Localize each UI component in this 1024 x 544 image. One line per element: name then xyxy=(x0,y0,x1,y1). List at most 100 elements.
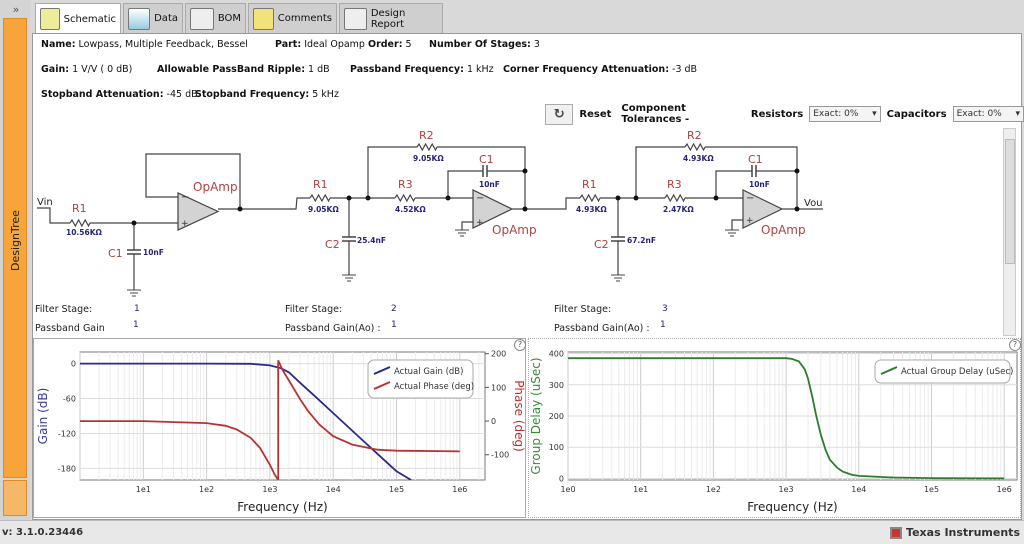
s3-opamp-label: OpAmp xyxy=(761,223,806,237)
capacitor-symbol xyxy=(127,249,141,255)
junction-dot xyxy=(713,195,719,201)
filter-name: Name: Lowpass, Multiple Feedback, Bessel xyxy=(41,39,248,50)
tab-label: Comments xyxy=(277,13,332,24)
y-tick-label: 100 xyxy=(549,443,564,452)
minus-sign: − xyxy=(746,193,754,204)
plus-sign: + xyxy=(746,216,754,226)
x-tick-label: 1e4 xyxy=(326,485,341,494)
x-tick-label: 1e3 xyxy=(262,485,277,494)
vin-label: Vin xyxy=(37,197,53,208)
tab-label: BOM xyxy=(217,13,241,24)
ground-symbol xyxy=(611,274,625,282)
design-tree-toggle[interactable] xyxy=(3,18,27,478)
tab-data[interactable]: Data xyxy=(123,3,183,33)
s3-r2-value: 4.93KΩ xyxy=(683,154,714,163)
resistor-symbol xyxy=(416,142,438,152)
legend-label: Actual Gain (dB) xyxy=(394,367,463,377)
sidebar-bottom-handle[interactable] xyxy=(3,480,27,516)
resistor-symbol xyxy=(579,193,601,203)
note-icon xyxy=(253,7,274,30)
capacitors-tolerance-select[interactable]: Exact: 0% ▾ xyxy=(952,106,1024,122)
resistor-symbol xyxy=(69,218,91,228)
stage3-number: 3 xyxy=(662,304,668,314)
junction-dot xyxy=(445,195,451,201)
junction-dot xyxy=(365,195,371,201)
tolerance-toolbar: ↻ Reset Component Tolerances - Resistors… xyxy=(545,103,1024,125)
schematic-scrollbar[interactable] xyxy=(1003,128,1016,336)
bode-chart: 0 -60 -120 -180 200 100 0 -100 1e1 1e2 1e3 1e4 1e5 1e… xyxy=(36,350,526,514)
x-tick-label: 1e5 xyxy=(924,485,939,494)
expand-sidebar-button[interactable]: » xyxy=(12,3,20,16)
s2-c1-value: 10nF xyxy=(479,180,500,189)
filter-part: Part: Ideal Opamp Order: 5 xyxy=(275,39,412,50)
y-axis-label: Group Delay (uSec) xyxy=(529,357,543,474)
tab-design-report[interactable]: Design Report xyxy=(339,3,443,33)
help-icon[interactable]: ? xyxy=(514,339,526,351)
tab-bom[interactable]: BOM xyxy=(185,3,246,33)
reset-label[interactable]: Reset xyxy=(579,108,612,120)
junction-dot xyxy=(237,206,243,212)
x-tick-label: 1e6 xyxy=(997,485,1012,494)
s1-r1-label: R1 xyxy=(72,202,87,215)
legend-box xyxy=(874,359,1011,384)
help-icon[interactable]: ? xyxy=(1009,339,1021,351)
legend-box xyxy=(367,359,474,399)
tab-label: Data xyxy=(154,13,178,24)
minus-sign: − xyxy=(476,193,484,204)
chart-icon xyxy=(128,7,151,30)
plus-sign: + xyxy=(476,218,484,228)
junction-dot xyxy=(131,220,137,226)
x-axis-label: Frequency (Hz) xyxy=(237,500,328,514)
resistor-symbol xyxy=(664,193,686,203)
s2-r2-label: R2 xyxy=(419,129,434,142)
plus-sign: + xyxy=(181,219,189,229)
stopband-frequency: Stopband Frequency: 5 kHz xyxy=(195,89,339,100)
component-tolerances-label: Component Tolerances - xyxy=(621,103,690,125)
texas-instruments-brand: Texas Instruments xyxy=(890,526,1020,539)
scrollbar-thumb[interactable] xyxy=(1005,139,1015,264)
junction-dot xyxy=(346,195,352,201)
s2-r1-value: 9.05KΩ xyxy=(308,205,339,214)
select-value: Exact: 0% xyxy=(956,109,1002,119)
group-delay-chart: 400 300 200 100 0 1e0 1e1 1e2 1e3 1e4 1e5 1e6 Freque… xyxy=(529,350,1018,514)
s3-c1-value: 10nF xyxy=(749,180,770,189)
ground-symbol xyxy=(725,229,739,237)
s2-r1-label: R1 xyxy=(313,178,328,191)
y-tick-label: 400 xyxy=(549,350,564,359)
s1-c1-label: C1 xyxy=(108,247,123,260)
s3-c2-value: 67.2nF xyxy=(627,236,656,245)
report-icon xyxy=(344,7,367,30)
resistors-tolerance-select[interactable]: Exact: 0% ▾ xyxy=(809,106,881,122)
s2-c2-value: 25.4nF xyxy=(357,236,386,245)
x-tick-label: 1e0 xyxy=(560,485,575,494)
ti-logo-icon xyxy=(890,526,903,539)
s3-c1-label: C1 xyxy=(748,153,763,166)
tab-comments[interactable]: Comments xyxy=(248,3,337,33)
y-tick-label: 200 xyxy=(549,412,564,421)
schematic-diagram: − + − + − + Vin R1 C1 OpAmp R1 R2 R3 C1 C2 Op… xyxy=(37,129,823,297)
ground-symbol xyxy=(127,289,141,297)
s2-c2-label: C2 xyxy=(325,238,340,251)
stage2-label: Filter Stage: xyxy=(285,304,343,315)
tab-schematic[interactable]: Schematic xyxy=(35,3,121,34)
junction-dot xyxy=(794,168,800,174)
schematic-icon xyxy=(40,8,60,30)
junction-dot xyxy=(633,195,639,201)
s3-r3-label: R3 xyxy=(667,178,682,191)
s3-r3-value: 2.47KΩ xyxy=(663,205,694,214)
legend-swatch xyxy=(373,381,391,390)
y-tick-label: 0 xyxy=(71,360,76,369)
series-line-0 xyxy=(568,357,1005,480)
y2-tick-label: 100 xyxy=(491,383,506,392)
y-tick-label: 300 xyxy=(549,381,564,390)
y2-tick-label: -100 xyxy=(491,451,509,460)
tab-label: Schematic xyxy=(63,13,116,25)
stage3-label: Filter Stage: xyxy=(554,304,612,315)
junction-dot xyxy=(794,206,800,212)
corner-attenuation: Corner Frequency Attenuation: -3 dB xyxy=(503,64,698,75)
resistors-label: Resistors xyxy=(750,108,804,120)
reset-button[interactable]: ↻ xyxy=(545,103,574,125)
s2-opamp-label: OpAmp xyxy=(492,223,537,237)
status-bar xyxy=(0,520,1024,544)
stage1-number: 1 xyxy=(134,304,140,314)
